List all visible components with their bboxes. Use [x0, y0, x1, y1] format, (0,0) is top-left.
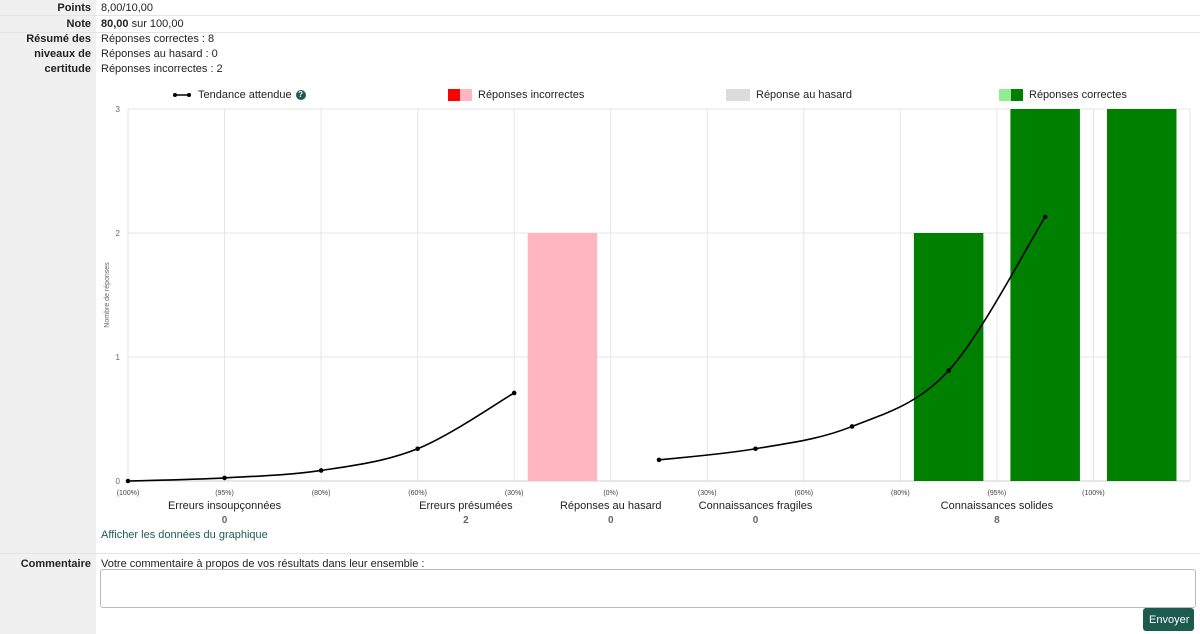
legend-random[interactable]: Réponse au hasard [726, 87, 852, 103]
trend-point [125, 478, 131, 484]
x-tick-label: (60%) [794, 490, 813, 497]
swatch-incorrect-light [460, 89, 472, 101]
group-count: 0 [221, 515, 228, 526]
swatch-correct-light [999, 89, 1011, 101]
row-divider [0, 553, 1200, 554]
certainty-label-line: Résumé des [26, 33, 91, 45]
trend-point [753, 446, 758, 452]
x-tick-label: (95%) [988, 490, 1007, 497]
certainty-summary: Réponses correctes : 8 Réponses au hasar… [101, 32, 223, 77]
legend-incorrect-label: Réponses incorrectes [478, 89, 585, 101]
x-tick-label: (80%) [312, 490, 331, 497]
bar [1010, 109, 1080, 481]
trend-point [318, 468, 324, 473]
points-value: 8,00/10,00 [101, 2, 153, 14]
group-count: 8 [994, 515, 1000, 526]
trend-point [415, 446, 420, 452]
help-icon[interactable]: ? [295, 90, 306, 100]
submit-button[interactable]: Envoyer [1143, 608, 1194, 631]
group-label: Erreurs insoupçonnées [167, 500, 282, 512]
group-label: Réponses au hasard [559, 500, 662, 512]
swatch-incorrect-dark [448, 89, 460, 101]
trend-line-icon [173, 93, 191, 97]
x-tick-label: (100%) [117, 490, 140, 497]
summary-random: Réponses au hasard : 0 [101, 48, 218, 60]
note-value-bold: 80,00 [101, 18, 129, 30]
y-tick-label: 0 [116, 477, 121, 486]
certainty-label-line: niveaux de [34, 48, 91, 60]
comment-textarea[interactable] [100, 569, 1196, 608]
certainty-chart: 0 1 2 3 Nombre de réponses (100%) (95%) (80%) (6… [104, 105, 1191, 497]
summary-incorrect: Réponses incorrectes : 2 [101, 63, 223, 75]
legend-incorrect[interactable]: Réponses incorrectes [448, 87, 584, 103]
x-tick-label: (80%) [891, 490, 910, 497]
y-axis-label: Nombre de réponses [104, 262, 111, 328]
group-count: 0 [752, 515, 759, 526]
label-column [0, 0, 96, 634]
bar [1106, 109, 1177, 481]
trend-point [849, 424, 855, 429]
legend-trend-label: Tendance attendue [198, 89, 292, 101]
x-tick-label: (30%) [505, 490, 524, 497]
trend-point [511, 390, 517, 396]
y-tick-label: 3 [116, 105, 121, 114]
bar [527, 233, 598, 481]
trend-point [1042, 214, 1048, 220]
trend-point [222, 475, 227, 481]
swatch-random [726, 89, 750, 101]
row-divider [0, 15, 1200, 16]
certainty-label-line: certitude [44, 63, 91, 75]
chart-legend: Tendance attendue ? Réponses incorrectes… [100, 87, 1190, 103]
group-label: Erreurs présumées [419, 500, 513, 512]
group-label: Connaissances fragiles [698, 500, 813, 512]
certainty-label: Résumé des niveaux de certitude [0, 32, 91, 77]
group-count: 0 [607, 515, 614, 526]
bar [913, 233, 984, 481]
legend-correct-label: Réponses correctes [1029, 89, 1127, 101]
summary-correct: Réponses correctes : 8 [101, 33, 215, 45]
legend-trend[interactable]: Tendance attendue ? [172, 87, 306, 103]
swatch-correct-dark [1011, 89, 1023, 101]
group-label: Connaissances solides [940, 500, 1054, 512]
comment-prompt: Votre commentaire à propos de vos résult… [101, 558, 425, 570]
x-tick-label: (100%) [1082, 490, 1105, 497]
legend-random-label: Réponse au hasard [756, 89, 853, 101]
trend-point [946, 368, 951, 373]
x-tick-label: (0%) [603, 490, 618, 497]
comment-label: Commentaire [20, 558, 91, 570]
y-tick-label: 2 [116, 229, 121, 238]
x-tick-label: (95%) [215, 490, 234, 497]
trend-line [658, 216, 1046, 461]
show-chart-data-link[interactable]: Afficher les données du graphique [101, 529, 268, 541]
note-value-rest: sur 100,00 [128, 18, 184, 30]
group-count: 2 [463, 515, 469, 526]
y-tick-label: 1 [116, 353, 121, 362]
note-value: 80,00 sur 100,00 [101, 16, 184, 32]
x-tick-label: (30%) [698, 490, 717, 497]
note-label: Note [66, 18, 91, 30]
row-divider [0, 32, 1200, 33]
x-tick-label: (60%) [408, 490, 427, 497]
legend-correct[interactable]: Réponses correctes [999, 87, 1127, 103]
trend-point [656, 457, 662, 463]
points-label: Points [57, 2, 91, 14]
